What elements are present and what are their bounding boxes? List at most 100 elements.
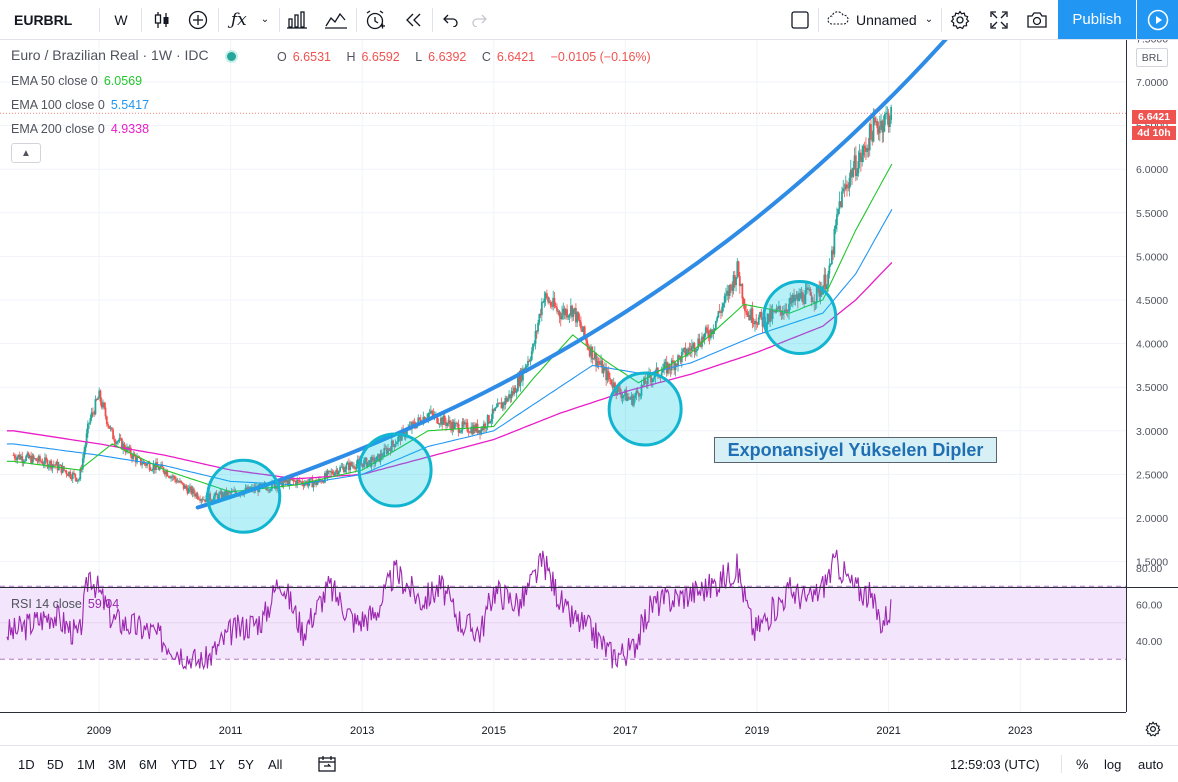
layout-menu-button[interactable]: Unnamed ⌄	[826, 0, 938, 39]
replay-icon[interactable]	[399, 0, 429, 39]
chart-settings-icon[interactable]	[1143, 720, 1163, 738]
candle-body	[397, 436, 399, 443]
candle-body	[47, 465, 50, 468]
candle-body	[35, 458, 38, 461]
clock-button[interactable]: 12:59:03 (UTC)	[950, 746, 1040, 782]
candle-body	[759, 311, 761, 318]
candle-body	[95, 399, 98, 400]
candle-body	[873, 117, 876, 123]
gear-icon[interactable]	[945, 0, 975, 39]
percent-toggle[interactable]: %	[1076, 746, 1088, 782]
alert-icon[interactable]	[360, 0, 390, 39]
candle-body	[829, 264, 832, 266]
candle-body	[644, 377, 647, 384]
chart-canvas[interactable]: 7.50007.00006.50006.00005.50005.00004.50…	[0, 40, 1178, 745]
candle-body	[380, 453, 383, 457]
rsi-tick-label: 60.00	[1136, 600, 1162, 612]
undo-icon[interactable]	[437, 0, 465, 39]
candle-body	[490, 418, 493, 422]
candle-body	[796, 294, 799, 301]
currency-label[interactable]: BRL	[1136, 48, 1168, 67]
candle-body	[214, 492, 217, 497]
templates-icon[interactable]	[283, 0, 311, 39]
auto-toggle[interactable]: auto	[1138, 746, 1163, 782]
ema200-legend[interactable]: EMA 200 close 0 4.9338	[11, 122, 149, 136]
symbol-search-button[interactable]: EURBRL	[0, 0, 98, 39]
candle-body	[471, 426, 474, 434]
range-button-1y[interactable]: 1Y	[209, 746, 225, 782]
candle-body	[540, 302, 543, 316]
candle-body	[535, 330, 538, 332]
log-toggle[interactable]: log	[1104, 746, 1121, 782]
fullscreen-icon[interactable]	[984, 0, 1014, 39]
candle-body	[549, 301, 552, 306]
candle-body	[823, 274, 826, 287]
candle-body	[474, 425, 476, 432]
square-icon[interactable]	[786, 0, 814, 39]
candle-body	[81, 458, 84, 470]
candle-body	[539, 314, 542, 316]
candle-body	[720, 311, 722, 313]
candle-body	[766, 313, 769, 325]
candle-body	[516, 377, 519, 392]
range-button-5d[interactable]: 5D	[47, 746, 64, 782]
candle-body	[678, 355, 681, 357]
cloud-icon	[826, 10, 850, 29]
annotation-text[interactable]: Exponansiyel Yükselen Dipler	[714, 437, 997, 463]
interval-button[interactable]: W	[106, 0, 136, 39]
strategy-icon[interactable]	[321, 0, 351, 39]
candle-body	[399, 434, 402, 441]
candle-body	[369, 460, 372, 467]
candle-body	[650, 378, 653, 382]
candle-body	[576, 312, 579, 323]
candle-body	[538, 314, 541, 323]
chart-area[interactable]: 7.50007.00006.50006.00005.50005.00004.50…	[0, 40, 1178, 745]
candle-body	[215, 492, 218, 495]
publish-button[interactable]: Publish	[1058, 0, 1136, 39]
candle-body	[13, 455, 16, 459]
candle-body	[315, 480, 318, 486]
add-compare-icon[interactable]	[183, 0, 213, 39]
redo-icon[interactable]	[465, 0, 493, 39]
candle-body	[437, 423, 440, 424]
ema100-legend[interactable]: EMA 100 close 0 5.5417	[11, 98, 149, 112]
candle-body	[377, 454, 379, 457]
ema50-legend[interactable]: EMA 50 close 0 6.0569	[11, 74, 142, 88]
candle-body	[196, 493, 199, 499]
candle-body	[498, 403, 500, 404]
candle-body	[218, 493, 220, 500]
candle-body	[326, 470, 329, 477]
candles-icon[interactable]	[147, 0, 177, 39]
range-button-6m[interactable]: 6M	[139, 746, 157, 782]
candle-body	[783, 312, 785, 314]
candle-body	[672, 360, 674, 363]
candle-body	[22, 461, 25, 463]
range-button-5y[interactable]: 5Y	[238, 746, 254, 782]
date-range-icon[interactable]	[318, 746, 336, 782]
toolbar-divider	[941, 8, 942, 32]
candle-body	[794, 297, 797, 302]
fx-indicators-icon[interactable]: ƒx ⌄	[230, 9, 270, 30]
candle-body	[697, 338, 700, 349]
candle-body	[669, 369, 672, 371]
candle-body	[799, 293, 802, 299]
camera-icon[interactable]	[1022, 0, 1052, 39]
range-button-3m[interactable]: 3M	[108, 746, 126, 782]
collapse-legend-button[interactable]: ▲	[11, 143, 41, 163]
range-button-1m[interactable]: 1M	[77, 746, 95, 782]
candle-body	[21, 456, 24, 462]
candle-body	[126, 446, 128, 453]
rsi-legend[interactable]: RSI 14 close 59.04	[11, 597, 119, 611]
candle-body	[353, 465, 355, 469]
candle-body	[518, 377, 521, 386]
range-button-1d[interactable]: 1D	[18, 746, 35, 782]
candle-body	[440, 417, 442, 424]
candle-body	[532, 343, 534, 352]
candle-body	[12, 455, 15, 457]
toolbar-divider	[356, 8, 357, 32]
range-button-ytd[interactable]: YTD	[171, 746, 197, 782]
candle-body	[73, 472, 75, 474]
candle-body	[646, 373, 649, 385]
range-button-all[interactable]: All	[268, 746, 282, 782]
play-icon[interactable]	[1137, 0, 1178, 39]
